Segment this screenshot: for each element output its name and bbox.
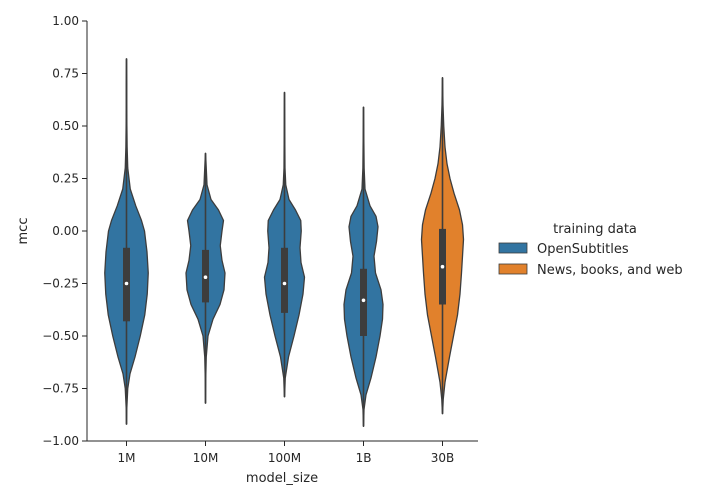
violin-median-30B [440, 264, 445, 269]
y-tick-label: −0.75 [42, 382, 79, 396]
x-axis-title: model_size [246, 471, 318, 486]
legend-title: training data [553, 222, 637, 237]
violin-median-100M [282, 281, 287, 286]
y-tick-label: 0.00 [52, 224, 79, 238]
legend: training data OpenSubtitles News, books,… [498, 222, 683, 278]
legend-label-opensubtitles: OpenSubtitles [537, 242, 629, 257]
y-axis-title: mcc [16, 218, 31, 245]
y-ticks: 1.00 0.75 0.50 0.25 0.00 −0.25 −0.50 −0.75 −1.00 [42, 14, 87, 448]
violin-median-10M [203, 275, 208, 280]
x-tick-label: 10M [193, 451, 219, 465]
legend-swatch-opensubtitles [498, 242, 528, 254]
x-tick-label: 1B [356, 451, 372, 465]
x-tick-label: 1M [118, 451, 136, 465]
y-tick-label: −0.25 [42, 277, 79, 291]
violin-median-1M [124, 281, 129, 286]
x-tick-label: 30B [431, 451, 455, 465]
y-tick-label: 0.25 [52, 172, 79, 186]
violin-iqr-box-1B [360, 268, 367, 336]
y-tick-label: 0.50 [52, 119, 79, 133]
x-tick-label: 100M [268, 451, 301, 465]
violin-iqr-box-100M [281, 247, 288, 313]
y-tick-label: −1.00 [42, 434, 79, 448]
legend-label-news-books-web: News, books, and web [537, 263, 683, 278]
legend-swatch-news-books-web [498, 263, 528, 275]
x-ticks: 1M 10M 100M 1B 30B [118, 441, 455, 465]
y-tick-label: 0.75 [52, 67, 79, 81]
y-tick-label: −0.50 [42, 329, 79, 343]
violin-median-1B [361, 298, 366, 303]
violin-layer [104, 58, 465, 427]
y-tick-label: 1.00 [52, 14, 79, 28]
